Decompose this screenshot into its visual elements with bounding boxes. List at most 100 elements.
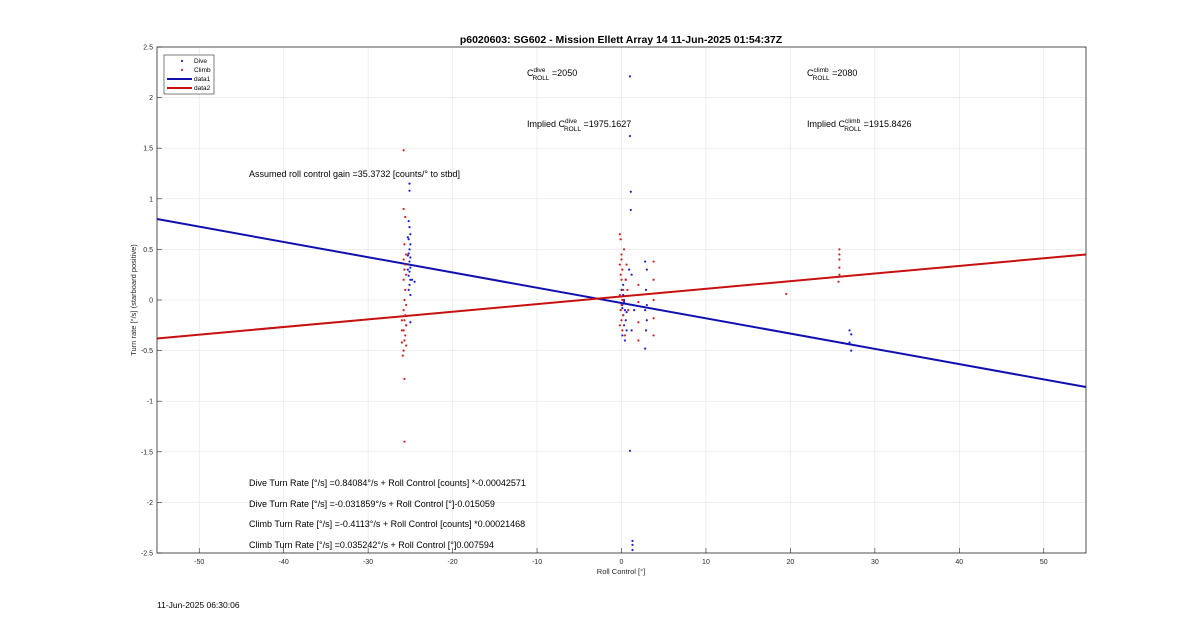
dive-point <box>622 293 625 297</box>
dive-point <box>628 449 632 452</box>
implied-c-roll-dive-annotation: Implied Cdive ROLL =1975.1627 <box>527 118 631 133</box>
dive-point <box>848 329 851 332</box>
climb-point <box>621 329 624 332</box>
dive-point <box>623 309 626 312</box>
climb-point <box>652 317 655 320</box>
y-tick-label: 2 <box>149 95 153 102</box>
climb-point <box>637 283 640 286</box>
climb-point <box>621 268 624 271</box>
x-tick-label: -50 <box>194 559 204 566</box>
dive-point <box>644 260 647 263</box>
dive-point <box>628 268 631 271</box>
dive-point <box>406 236 409 239</box>
dive-point <box>628 134 632 138</box>
dive-point <box>850 333 853 336</box>
climb-point <box>618 263 621 266</box>
climb-point <box>618 293 621 297</box>
climb-point <box>652 334 655 337</box>
climb-point <box>403 339 406 342</box>
dive-point <box>406 254 409 257</box>
climb-point <box>402 329 405 332</box>
dive-point <box>645 268 648 271</box>
dive-point <box>644 309 647 312</box>
dive-point <box>630 329 633 332</box>
dive-point <box>408 182 411 185</box>
climb-point <box>403 243 406 246</box>
climb-point <box>405 303 408 307</box>
dive-point <box>407 288 410 291</box>
dive-point <box>408 270 411 273</box>
climb-point <box>622 248 626 251</box>
y-axis-label: Turn rate [°/s] (starboard positive) <box>129 244 138 356</box>
climb-point <box>403 298 406 302</box>
climb-point <box>637 321 640 324</box>
dive-point <box>621 334 624 337</box>
dive-point <box>407 263 410 266</box>
climb-point <box>652 298 655 302</box>
dive-point <box>622 283 625 286</box>
dive-degrees-equation: Dive Turn Rate [°/s] =-0.031859°/s + Rol… <box>249 499 495 509</box>
dive-point <box>622 324 626 327</box>
dive-point <box>409 243 412 246</box>
climb-point <box>620 258 623 261</box>
climb-point <box>627 309 630 312</box>
dive-point <box>409 321 412 324</box>
climb-point <box>404 215 407 219</box>
climb-point <box>403 377 406 381</box>
dive-point <box>625 311 628 314</box>
y-tick-label: 1 <box>149 196 153 203</box>
climb-counts-equation: Climb Turn Rate [°/s] =-0.4113°/s + Roll… <box>249 519 525 529</box>
dive-point <box>631 548 634 552</box>
dive-point <box>409 293 412 297</box>
dive-point <box>630 273 633 276</box>
climb-point <box>402 349 405 352</box>
climb-point <box>637 300 640 304</box>
climb-point <box>620 319 623 322</box>
climb-point <box>625 263 628 266</box>
dive-point <box>410 278 414 281</box>
dive-point <box>645 303 648 307</box>
dive-point <box>644 347 647 350</box>
dive-point <box>408 248 411 251</box>
data1-fit-line <box>156 218 1087 389</box>
dive-point <box>629 190 632 193</box>
y-tick-label: -1.5 <box>141 449 153 456</box>
climb-point <box>405 253 408 256</box>
dive-point <box>408 260 411 263</box>
y-tick-label: 1.5 <box>143 146 153 153</box>
climb-point <box>624 278 627 281</box>
x-tick-label: -20 <box>448 559 458 566</box>
climb-point <box>404 314 407 317</box>
dive-point <box>631 543 634 547</box>
climb-point <box>404 288 407 291</box>
dive-point <box>408 226 411 229</box>
climb-point <box>402 258 405 261</box>
implied-c-roll-climb-annotation: Implied Cclimb ROLL =1915.8426 <box>807 118 911 133</box>
axis-ticks: -50 -40 -30 -20 -10 0 10 20 30 40 50 2.5 2 1.5 1 0.5 0 -0… <box>141 45 1048 567</box>
climb-point <box>838 253 841 256</box>
climb-point <box>838 266 841 269</box>
climb-point <box>622 314 625 317</box>
x-tick-label: 40 <box>955 559 963 566</box>
x-tick-label: 0 <box>620 559 624 566</box>
climb-point <box>402 149 405 152</box>
climb-point <box>401 354 404 357</box>
dive-point <box>624 319 627 322</box>
dive-point <box>625 329 628 332</box>
legend: Dive Climb data1 data2 <box>163 54 215 95</box>
climb-point <box>838 248 841 251</box>
climb-point <box>621 298 624 302</box>
climb-point <box>626 288 629 291</box>
legend-climb-marker <box>180 68 184 72</box>
climb-point <box>404 263 407 266</box>
dive-point <box>848 341 851 344</box>
x-tick-label: -30 <box>363 559 373 566</box>
dive-point <box>623 339 626 342</box>
dive-point <box>645 319 648 322</box>
y-tick-label: 0.5 <box>143 247 153 254</box>
c-roll-climb-annotation: Cclimb ROLL =2080 <box>807 67 857 82</box>
climb-point <box>619 309 622 312</box>
dive-point <box>628 75 632 78</box>
dive-point <box>622 298 626 302</box>
dive-point <box>644 288 648 291</box>
